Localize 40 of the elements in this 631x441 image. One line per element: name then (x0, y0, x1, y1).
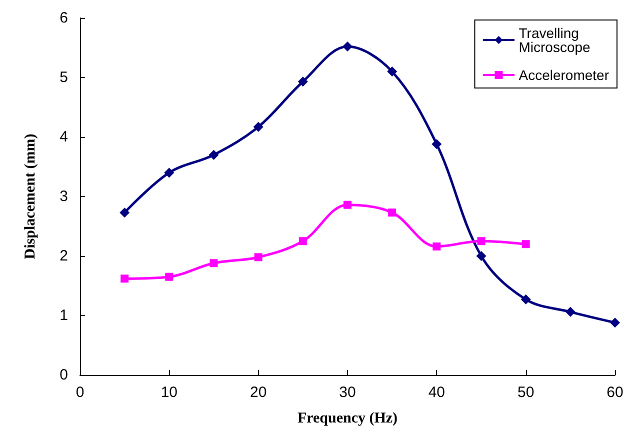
x-tick-label: 0 (76, 384, 84, 401)
y-tick-label: 4 (60, 128, 68, 146)
x-tick-label: 40 (428, 384, 446, 401)
point (165, 272, 174, 281)
point (477, 237, 486, 246)
y-tick-label: 0 (60, 366, 68, 384)
x-axis-title: Frequency (Hz) (297, 410, 398, 426)
y-tick-label: 1 (60, 307, 68, 324)
point (208, 150, 219, 160)
point (210, 259, 218, 268)
point (610, 318, 620, 328)
point (120, 208, 130, 218)
point (344, 200, 352, 209)
legend-label: Travelling Microscope (518, 25, 591, 55)
y-tick-label: 2 (60, 248, 68, 264)
y-axis-title: Displacement (mm) (22, 134, 38, 260)
point (164, 168, 174, 178)
y-tick-label: 5 (60, 69, 68, 86)
x-tick-label: 20 (250, 384, 267, 401)
legend-label: Accelerometer (518, 67, 610, 83)
y-tick-label: 6 (60, 10, 68, 26)
point (565, 306, 576, 317)
point (520, 294, 531, 304)
point (432, 139, 442, 150)
point (388, 208, 396, 217)
x-tick-label: 60 (606, 384, 624, 401)
x-tick-label: 10 (160, 384, 178, 401)
point (476, 251, 486, 261)
point (254, 253, 262, 262)
point (120, 274, 129, 283)
x-tick-label: 50 (517, 384, 534, 401)
point (342, 42, 352, 52)
point (387, 66, 398, 77)
y-tick-label: 3 (60, 188, 68, 205)
point (522, 240, 530, 248)
x-tick-label: 30 (339, 384, 356, 401)
point (253, 122, 264, 132)
point (298, 237, 307, 246)
point (432, 242, 441, 250)
point (298, 76, 308, 87)
